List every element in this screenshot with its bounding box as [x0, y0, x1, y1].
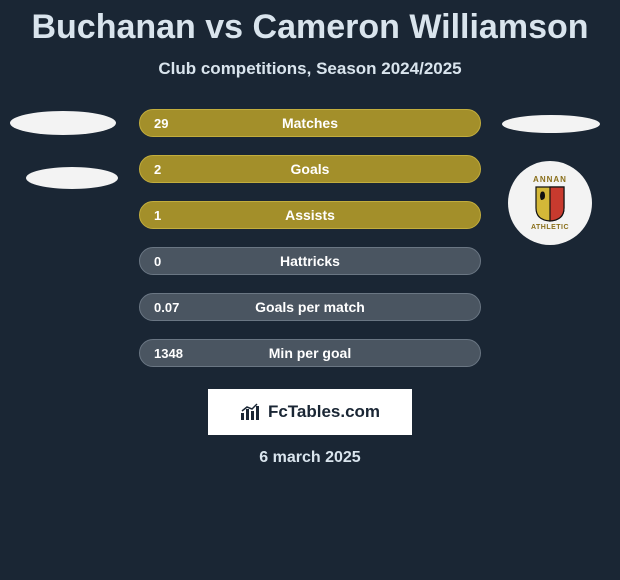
player-a-placeholder-oval [26, 167, 118, 189]
stat-bars: 29Matches2Goals1Assists0Hattricks0.07Goa… [139, 109, 481, 367]
player-a-avatar-area [8, 109, 128, 189]
stat-bar: 2Goals [139, 155, 481, 183]
stat-bar: 1348Min per goal [139, 339, 481, 367]
crest-bottom-text: ATHLETIC [531, 224, 569, 231]
page-subtitle: Club competitions, Season 2024/2025 [0, 59, 620, 79]
stat-label: Assists [140, 207, 480, 223]
player-a-placeholder-oval [10, 111, 116, 135]
player-b-avatar-area [492, 109, 612, 133]
stat-label: Matches [140, 115, 480, 131]
stat-label: Goals per match [140, 299, 480, 315]
stat-bar: 0Hattricks [139, 247, 481, 275]
stat-bar: 29Matches [139, 109, 481, 137]
crest-top-text: ANNAN [533, 175, 567, 184]
footer-logo-text: FcTables.com [268, 402, 380, 422]
stat-label: Min per goal [140, 345, 480, 361]
stat-value: 1 [154, 208, 161, 223]
stat-value: 29 [154, 116, 168, 131]
club-crest: ANNAN ATHLETIC [508, 161, 592, 245]
stat-bar: 0.07Goals per match [139, 293, 481, 321]
stat-value: 0 [154, 254, 161, 269]
stat-bar: 1Assists [139, 201, 481, 229]
page-title: Buchanan vs Cameron Williamson [0, 0, 620, 47]
stat-label: Hattricks [140, 253, 480, 269]
fctables-logo-icon [240, 403, 262, 421]
stat-value: 1348 [154, 346, 183, 361]
player-b-placeholder-oval [502, 115, 600, 133]
crest-shield-icon [535, 186, 565, 222]
stat-label: Goals [140, 161, 480, 177]
stat-value: 2 [154, 162, 161, 177]
comparison-content: ANNAN ATHLETIC 29Matches 2Goals 1Assists 0H… [0, 109, 620, 367]
stat-value: 0.07 [154, 300, 179, 315]
footer-logo: FcTables.com [208, 389, 412, 435]
footer-date: 6 march 2025 [0, 449, 620, 467]
